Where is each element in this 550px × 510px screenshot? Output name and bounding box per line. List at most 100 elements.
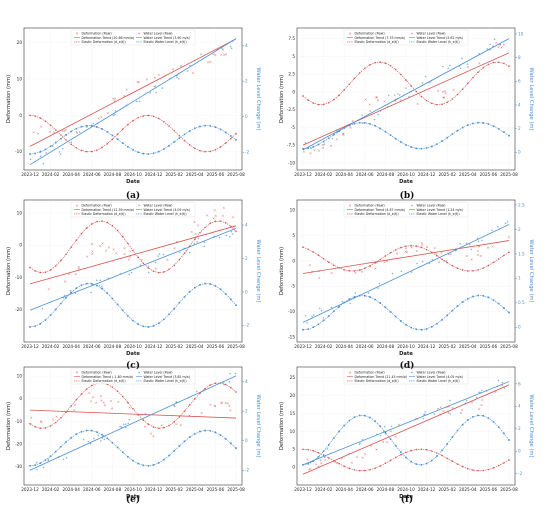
deformation-raw-marker [140, 413, 143, 416]
water-raw-marker [367, 292, 370, 294]
deformation-raw-marker [125, 88, 128, 91]
water-raw-marker [47, 459, 50, 462]
elastic-water-marker [338, 305, 340, 308]
x-tick-label: 2025-08 [500, 487, 518, 492]
water-raw-marker [377, 113, 380, 116]
deformation-raw-marker [406, 251, 409, 254]
x-tick-label: 2024-02 [42, 487, 60, 492]
water-raw-marker [449, 64, 451, 67]
deformation-raw-marker [65, 128, 68, 131]
elastic-water-marker [168, 144, 170, 147]
elastic-water-marker [394, 445, 397, 447]
elastic-water-marker [142, 152, 145, 155]
elastic-deformation-marker [224, 222, 227, 224]
elastic-deformation-marker [425, 448, 428, 451]
elastic-deformation-marker [235, 391, 237, 393]
elastic-water-marker [183, 133, 186, 136]
deformation-raw-marker [212, 53, 215, 56]
deformation-raw-marker [465, 255, 468, 258]
elastic-deformation-marker [60, 416, 62, 419]
elastic-water-marker [80, 125, 83, 128]
elastic-water-marker [312, 326, 315, 329]
water-raw-marker [378, 282, 381, 285]
elastic-water-marker [178, 445, 181, 447]
deformation-raw-marker [196, 224, 200, 227]
water-raw-marker [336, 131, 339, 134]
elastic-deformation-marker [405, 245, 407, 247]
deformation-raw-marker [166, 258, 169, 261]
water-raw-marker [36, 468, 38, 471]
y2-tick-label: 4 [245, 222, 248, 227]
y-tick-label: -10 [15, 275, 22, 280]
elastic-water-marker [307, 463, 309, 465]
panel-label: (f) [401, 494, 413, 505]
chart-panel-f: 2023-12 2024-02 2024-04 2024-06 2024-08 2024-… [279, 366, 534, 505]
elastic-deformation-marker [497, 258, 500, 260]
deformation-raw-marker [445, 405, 448, 409]
y2-tick-label: -2 [245, 468, 250, 473]
elastic-water-marker [142, 464, 145, 467]
deformation-raw-marker [90, 242, 93, 245]
water-raw-marker [175, 401, 178, 404]
elastic-deformation-marker [482, 267, 485, 269]
elastic-deformation-marker [451, 98, 454, 100]
elastic-deformation-marker [400, 453, 402, 456]
deformation-raw-marker [442, 410, 445, 413]
elastic-water-marker [472, 416, 474, 418]
y-tick-label: -2.5 [287, 107, 296, 112]
deformation-raw-marker [335, 461, 338, 465]
deformation-raw-marker [200, 412, 203, 415]
deformation-raw-marker [220, 53, 223, 56]
elastic-water-marker [482, 414, 485, 417]
x-tick-label: 2024-06 [83, 487, 101, 492]
x-tick-label: 2025-02 [165, 172, 183, 177]
x-tick-label: 2023-12 [21, 344, 39, 349]
water-raw-marker [431, 258, 434, 261]
elastic-water-marker [400, 320, 402, 322]
legend-entry: Deformation (Raw) [355, 32, 385, 36]
elastic-water-marker [204, 124, 206, 127]
deformation-raw-marker [369, 265, 372, 268]
elastic-deformation-marker [157, 427, 160, 430]
deformation-raw-marker [99, 395, 103, 398]
elastic-water-marker [394, 137, 397, 140]
water-raw-marker [383, 425, 386, 428]
elastic-water-marker [214, 126, 217, 128]
elastic-water-marker [441, 140, 443, 142]
elastic-water-marker [132, 149, 134, 151]
elastic-water-marker [333, 437, 335, 439]
x-tick-label: 2025-04 [459, 487, 477, 492]
deformation-raw-marker [415, 249, 418, 253]
x-tick-label: 2025-06 [207, 172, 225, 177]
elastic-water-marker [75, 127, 78, 130]
elastic-water-marker [121, 142, 124, 144]
elastic-water-marker [106, 292, 109, 294]
water-raw-marker [410, 90, 413, 93]
water-raw-marker [202, 389, 205, 392]
elastic-water-marker [456, 429, 459, 432]
x-tick-label: 2024-04 [335, 487, 353, 492]
elastic-deformation-marker [183, 139, 186, 142]
elastic-deformation-marker [343, 89, 346, 91]
deformation-raw-marker [228, 404, 231, 407]
x-tick-label: 2025-06 [480, 344, 498, 349]
water-raw-marker [200, 53, 202, 56]
elastic-deformation-marker [482, 469, 485, 472]
deformation-raw-marker [333, 460, 336, 463]
deformation-raw-marker [426, 245, 429, 249]
water-raw-marker [122, 423, 125, 426]
water-raw-marker [155, 91, 158, 94]
elastic-deformation-marker [389, 459, 392, 462]
water-raw-marker [178, 77, 180, 80]
elastic-deformation-marker [224, 383, 227, 386]
y2-tick-label: 6 [518, 381, 521, 386]
water-raw-marker [195, 390, 198, 393]
deformation-raw-marker [191, 71, 194, 75]
x-tick-label: 2025-08 [227, 172, 245, 177]
elastic-water-marker [348, 419, 351, 422]
elastic-deformation-marker [425, 248, 428, 251]
deformation-raw-marker [443, 96, 446, 99]
deformation-raw-marker [404, 250, 407, 253]
elastic-water-marker [116, 446, 119, 449]
